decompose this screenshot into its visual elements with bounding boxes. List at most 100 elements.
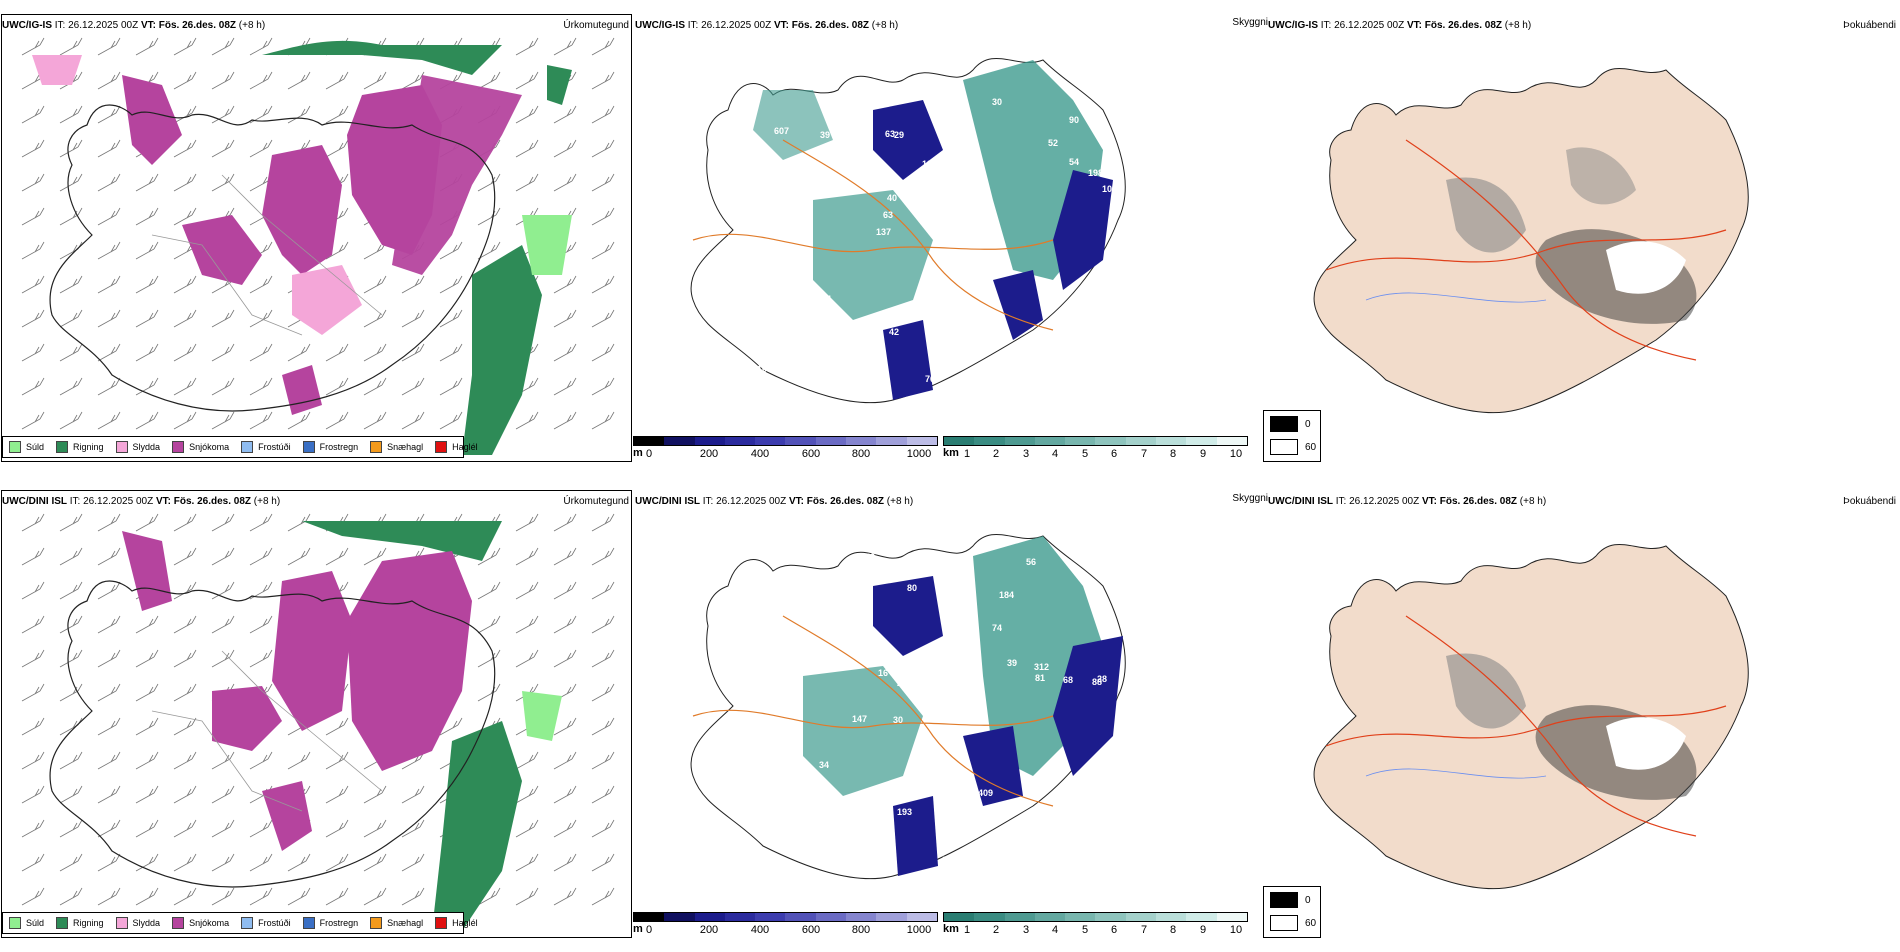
wind-barb <box>173 139 197 158</box>
wind-barb <box>97 581 121 600</box>
wind-barb <box>211 751 235 770</box>
wind-barb <box>249 105 273 124</box>
wind-barb <box>59 547 83 566</box>
visibility-value-label: 88 <box>1092 677 1102 687</box>
legend-item-frostudi: Frostúði <box>241 441 291 453</box>
visibility-value-label: 63 <box>883 210 893 220</box>
wind-barb <box>287 343 311 362</box>
fog-legend-bottom: 60 <box>1270 439 1316 455</box>
wind-barb <box>591 683 615 702</box>
wind-barb <box>439 343 463 362</box>
visibility-ticks: 1 2 3 4 5 6 7 8 9 10 <box>943 448 1248 462</box>
wind-barb <box>287 513 311 532</box>
wind-barb <box>325 785 349 804</box>
wind-barb <box>211 343 235 362</box>
wind-barb <box>211 309 235 328</box>
wind-barb <box>591 581 615 600</box>
wind-barb <box>553 581 577 600</box>
wind-barb <box>477 683 501 702</box>
wind-barb <box>59 275 83 294</box>
wind-barb <box>553 343 577 362</box>
wind-barb <box>135 173 159 192</box>
precip-map-frame <box>1 490 632 938</box>
precip-legend: Súld Rigning Slydda Snjókoma Frostúði Fr… <box>2 912 478 934</box>
wind-barb <box>59 377 83 396</box>
visibility-labels: 2521848830218625374198383322263147254164… <box>749 552 1114 866</box>
visibility-colorbar-strip <box>943 436 1248 446</box>
wind-barb <box>439 309 463 328</box>
wind-barb <box>591 615 615 634</box>
visibility-value-label: 30 <box>893 715 903 725</box>
wind-barb <box>59 411 83 430</box>
wind-barb <box>97 241 121 260</box>
visibility-value-label: 87 <box>802 179 812 189</box>
elevation-tick: 200 <box>699 924 719 936</box>
elevation-unit: m <box>633 447 643 459</box>
visibility-value-label: 254 <box>942 855 957 865</box>
wind-barb <box>325 547 349 566</box>
elevation-tick: 800 <box>851 924 871 936</box>
wind-barb <box>325 105 349 124</box>
wind-barb <box>173 547 197 566</box>
wind-barb <box>553 887 577 906</box>
fog-legend: 0 60 <box>1263 886 1321 938</box>
visibility-unit: km <box>943 447 959 459</box>
wind-barb <box>553 275 577 294</box>
wind-barb <box>553 139 577 158</box>
wind-barb <box>59 649 83 668</box>
wind-barb <box>97 649 121 668</box>
visibility-value-label: 198 <box>1088 168 1103 178</box>
visibility-tick: 2 <box>992 924 1000 936</box>
visibility-value-label: 187 <box>842 167 857 177</box>
wind-barb <box>21 105 45 124</box>
wind-barb <box>173 173 197 192</box>
wind-barb <box>325 853 349 872</box>
wind-barb <box>553 649 577 668</box>
wind-barb <box>173 615 197 634</box>
visibility-value-label: 81 <box>1035 673 1045 683</box>
wind-barb <box>135 785 159 804</box>
wind-barb <box>249 513 273 532</box>
wind-barb <box>97 683 121 702</box>
wind-barb <box>97 275 121 294</box>
visibility-value-label: 607 <box>774 126 789 136</box>
visibility-value-label: 232 <box>768 781 783 791</box>
wind-barb <box>325 139 349 158</box>
wind-barb <box>135 275 159 294</box>
panel-header: UWC/IG-IS IT: 26.12.2025 00Z VT: Fös. 26… <box>635 20 899 31</box>
wind-barb <box>325 411 349 430</box>
wind-barb <box>249 71 273 90</box>
visibility-value-label: 40 <box>887 193 897 203</box>
wind-barb <box>173 853 197 872</box>
visibility-value-label: 63 <box>851 566 861 576</box>
visibility-panel-title: Skyggni <box>1232 493 1268 504</box>
wind-barb <box>439 377 463 396</box>
visibility-value-label: 118 <box>883 316 898 326</box>
wind-barb <box>135 751 159 770</box>
wind-barb <box>553 105 577 124</box>
wind-barb <box>97 513 121 532</box>
wind-barb <box>363 309 387 328</box>
visibility-value-label: 38 <box>948 618 958 628</box>
visibility-value-label: 54 <box>1069 157 1079 167</box>
wind-barb <box>21 887 45 906</box>
wind-barb <box>515 139 539 158</box>
visibility-value-label: 53 <box>762 599 772 609</box>
precip-type-map <box>21 513 615 931</box>
visibility-map: 2521848830218625374198383322263147254164… <box>690 534 1126 880</box>
visibility-tick: 10 <box>1229 924 1243 936</box>
visibility-map: 39 38 90 137 70 62 63 189 116 91 221 89 29 16 73 607 142… <box>690 58 1126 404</box>
wind-barb <box>59 37 83 56</box>
wind-barb <box>591 751 615 770</box>
legend-item-rigning: Rigning <box>56 917 104 929</box>
visibility-value-label: 221 <box>754 344 769 354</box>
visibility-tick: 1 <box>963 924 971 936</box>
wind-barb <box>553 785 577 804</box>
wind-barb <box>553 751 577 770</box>
wind-barb <box>135 615 159 634</box>
wind-barb <box>21 649 45 668</box>
fog-map <box>1313 544 1749 890</box>
visibility-value-label: 81 <box>770 302 780 312</box>
wind-barb <box>363 411 387 430</box>
visibility-value-label: 106 <box>795 778 810 788</box>
